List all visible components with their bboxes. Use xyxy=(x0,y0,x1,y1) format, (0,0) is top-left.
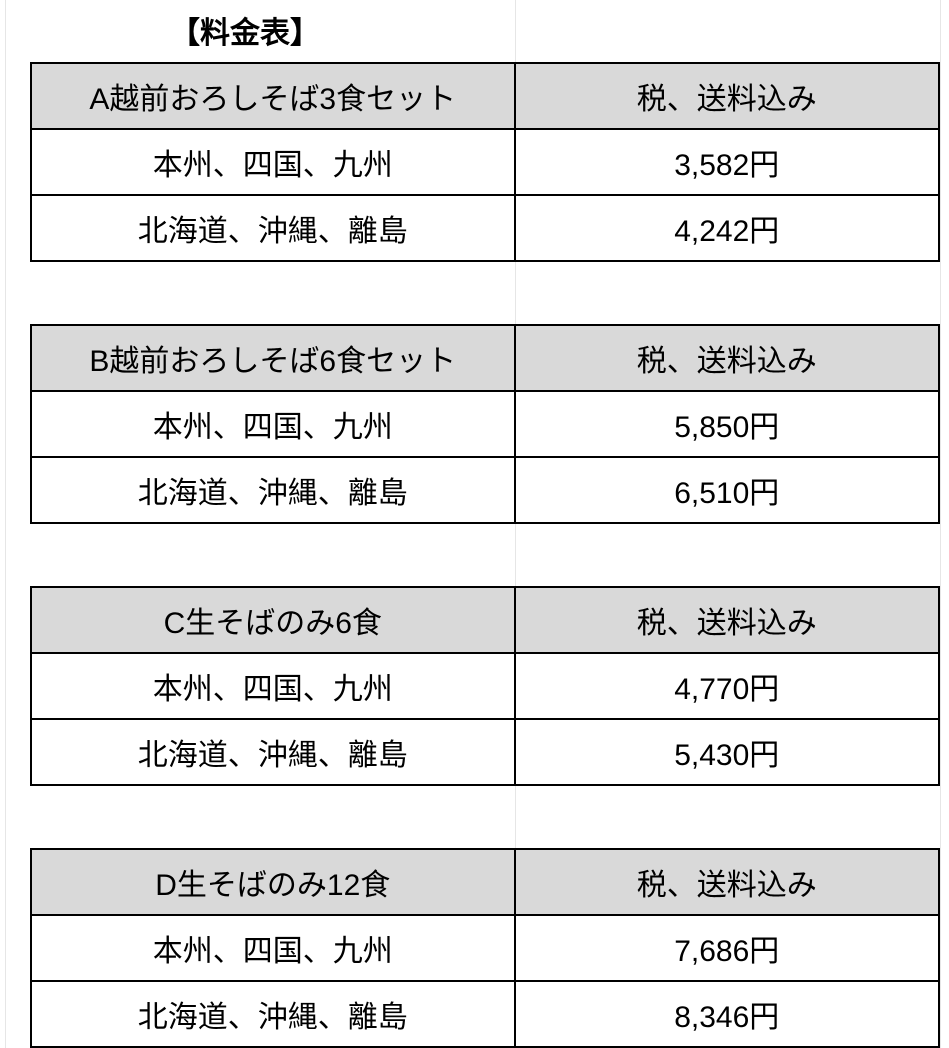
price-cell: 8,346円 xyxy=(515,981,940,1047)
price-cell: 7,686円 xyxy=(515,915,940,981)
table-row: 本州、四国、九州 5,850円 xyxy=(31,391,939,457)
table-row: 北海道、沖縄、離島 4,242円 xyxy=(31,195,939,261)
table-row: 北海道、沖縄、離島 6,510円 xyxy=(31,457,939,523)
region-cell: 北海道、沖縄、離島 xyxy=(31,457,515,523)
price-cell: 4,770円 xyxy=(515,653,940,719)
price-table-b: B越前おろしそば6食セット 税、送料込み 本州、四国、九州 5,850円 北海道… xyxy=(30,324,940,524)
price-table-c: C生そばのみ6食 税、送料込み 本州、四国、九州 4,770円 北海道、沖縄、離… xyxy=(30,586,940,786)
table-header-row: D生そばのみ12食 税、送料込み xyxy=(31,849,939,915)
price-cell: 4,242円 xyxy=(515,195,940,261)
price-table-d: D生そばのみ12食 税、送料込み 本州、四国、九州 7,686円 北海道、沖縄、… xyxy=(30,848,940,1048)
price-header: 税、送料込み xyxy=(515,849,940,915)
table-gap xyxy=(30,786,949,848)
region-cell: 本州、四国、九州 xyxy=(31,391,515,457)
table-row: 北海道、沖縄、離島 8,346円 xyxy=(31,981,939,1047)
region-cell: 本州、四国、九州 xyxy=(31,915,515,981)
region-cell: 北海道、沖縄、離島 xyxy=(31,195,515,261)
region-cell: 北海道、沖縄、離島 xyxy=(31,719,515,785)
product-name-header: D生そばのみ12食 xyxy=(31,849,515,915)
price-header: 税、送料込み xyxy=(515,325,940,391)
price-table-a: A越前おろしそば3食セット 税、送料込み 本州、四国、九州 3,582円 北海道… xyxy=(30,62,940,262)
spreadsheet-area: 【料金表】 A越前おろしそば3食セット 税、送料込み 本州、四国、九州 3,58… xyxy=(0,0,949,1048)
price-cell: 6,510円 xyxy=(515,457,940,523)
table-header-row: A越前おろしそば3食セット 税、送料込み xyxy=(31,63,939,129)
product-name-header: C生そばのみ6食 xyxy=(31,587,515,653)
price-cell: 5,850円 xyxy=(515,391,940,457)
table-header-row: C生そばのみ6食 税、送料込み xyxy=(31,587,939,653)
product-name-header: B越前おろしそば6食セット xyxy=(31,325,515,391)
content-area: 【料金表】 A越前おろしそば3食セット 税、送料込み 本州、四国、九州 3,58… xyxy=(0,0,949,1048)
price-cell: 3,582円 xyxy=(515,129,940,195)
table-row: 本州、四国、九州 4,770円 xyxy=(31,653,939,719)
region-cell: 本州、四国、九州 xyxy=(31,653,515,719)
region-cell: 北海道、沖縄、離島 xyxy=(31,981,515,1047)
page-title: 【料金表】 xyxy=(30,8,949,62)
price-header: 税、送料込み xyxy=(515,587,940,653)
table-gap xyxy=(30,524,949,586)
table-row: 本州、四国、九州 7,686円 xyxy=(31,915,939,981)
price-cell: 5,430円 xyxy=(515,719,940,785)
region-cell: 本州、四国、九州 xyxy=(31,129,515,195)
price-header: 税、送料込み xyxy=(515,63,940,129)
product-name-header: A越前おろしそば3食セット xyxy=(31,63,515,129)
table-gap xyxy=(30,262,949,324)
table-row: 本州、四国、九州 3,582円 xyxy=(31,129,939,195)
table-row: 北海道、沖縄、離島 5,430円 xyxy=(31,719,939,785)
table-header-row: B越前おろしそば6食セット 税、送料込み xyxy=(31,325,939,391)
